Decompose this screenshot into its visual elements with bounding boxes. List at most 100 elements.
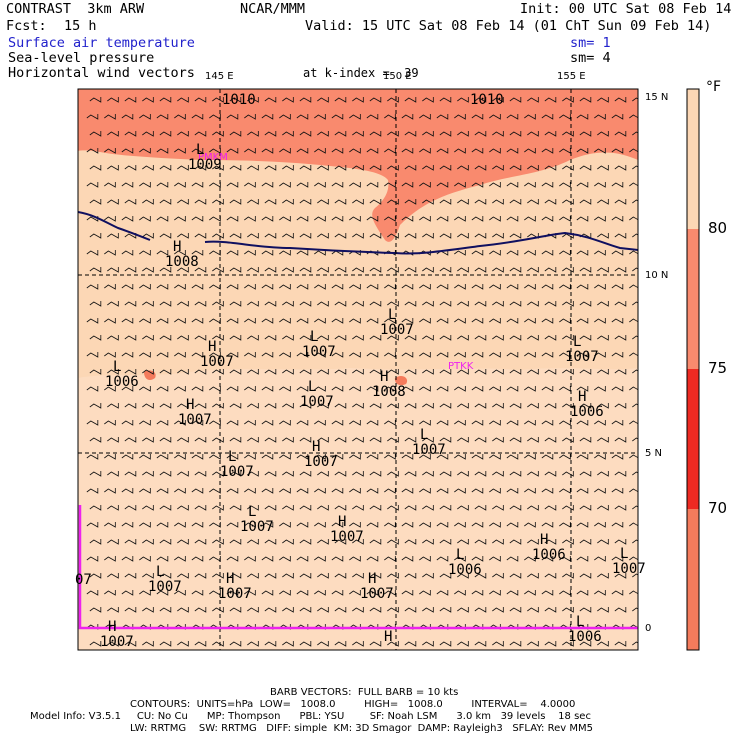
wind-barb	[559, 454, 571, 460]
wind-barb	[436, 284, 449, 290]
sm-temperature: sm= 1	[570, 35, 611, 51]
wind-barb	[279, 488, 291, 494]
wind-barb	[524, 590, 536, 596]
wind-barb	[191, 284, 204, 290]
wind-barb	[352, 131, 364, 137]
wind-barb	[334, 573, 347, 579]
plot-frame	[77, 88, 639, 651]
wind-barb	[384, 454, 396, 460]
wind-barb	[279, 386, 291, 392]
wind-barb	[541, 182, 554, 188]
wind-barb	[384, 284, 396, 290]
wind-barb	[264, 131, 277, 137]
wind-barb	[314, 522, 326, 528]
wind-barb	[387, 573, 399, 579]
wind-barb	[474, 233, 487, 239]
wind-barb	[369, 539, 382, 545]
wind-barb	[387, 335, 399, 341]
wind-barb	[177, 471, 189, 477]
wind-barb	[492, 267, 504, 273]
wind-barb	[314, 182, 326, 188]
wind-barb	[296, 454, 309, 460]
wind-barb	[579, 267, 592, 273]
wind-barb	[247, 335, 259, 341]
wind-barb	[562, 267, 574, 273]
wind-barb	[314, 386, 326, 392]
wind-barb	[544, 437, 557, 443]
wind-barb	[156, 590, 169, 596]
wind-barb	[629, 250, 638, 255]
wind-barb	[86, 454, 99, 460]
wind-barb	[177, 165, 189, 171]
wind-barb	[107, 607, 119, 613]
wind-barb	[261, 386, 274, 392]
field-pressure: Sea-level pressure	[8, 50, 155, 66]
wind-barb	[264, 369, 277, 375]
wind-barb	[174, 284, 186, 290]
wind-barb	[632, 301, 638, 306]
wind-barb	[299, 165, 312, 171]
wind-barb	[524, 488, 536, 494]
wind-barb	[174, 352, 186, 358]
wind-barb	[544, 301, 557, 307]
wind-barb	[156, 352, 169, 358]
wind-barb	[156, 148, 169, 154]
wind-barb	[89, 573, 102, 579]
wind-barb	[614, 335, 627, 341]
wind-barb	[349, 556, 361, 562]
wind-barb	[559, 352, 571, 358]
wind-barb	[177, 505, 189, 511]
wind-barb	[436, 522, 449, 528]
wind-barb	[124, 131, 137, 137]
pressure-center-symbol: L	[573, 334, 582, 350]
wind-barb	[384, 420, 396, 426]
wind-barb	[576, 420, 589, 426]
pressure-center-value: 1007	[304, 454, 338, 470]
wind-barb	[121, 556, 134, 562]
wind-barb	[369, 471, 382, 477]
wind-barb	[229, 539, 242, 545]
wind-barb	[264, 301, 277, 307]
wind-barb	[142, 301, 154, 307]
wind-barb	[401, 318, 414, 324]
wind-barb	[579, 505, 592, 511]
contour-label: 1010	[222, 92, 256, 108]
wind-barb	[401, 522, 414, 528]
wind-barb	[544, 131, 557, 137]
wind-barb	[387, 539, 399, 545]
wind-barb	[124, 335, 137, 341]
wind-barb	[614, 641, 627, 647]
wind-barb	[139, 250, 151, 256]
wind-barb	[212, 539, 224, 545]
wind-barb	[614, 131, 627, 137]
wind-barb	[352, 437, 364, 443]
wind-barb	[457, 267, 469, 273]
wind-barb	[614, 573, 627, 579]
wind-barb	[334, 165, 347, 171]
wind-barb	[611, 148, 624, 154]
wind-barb	[436, 488, 449, 494]
wind-barb	[261, 454, 274, 460]
wind-barb	[629, 454, 638, 459]
wind-barb	[124, 403, 137, 409]
wind-barb	[541, 318, 554, 324]
wind-barb	[436, 182, 449, 188]
wind-barb	[471, 114, 484, 120]
wind-barb	[474, 539, 487, 545]
wind-barb	[369, 233, 382, 239]
pressure-center: H 1007	[100, 620, 134, 650]
model-title: CONTRAST 3km ARW	[6, 1, 145, 17]
wind-barb	[156, 114, 169, 120]
wind-barb	[471, 250, 484, 256]
pressure-center-value: 1006	[105, 374, 139, 390]
wind-barb	[422, 403, 434, 409]
wind-barb	[89, 165, 102, 171]
wind-barb	[159, 437, 172, 443]
wind-barb	[121, 250, 134, 256]
wind-barb	[489, 590, 501, 596]
wind-barb	[489, 556, 501, 562]
wind-barb	[191, 148, 204, 154]
wind-barb	[279, 420, 291, 426]
wind-barb	[177, 97, 189, 103]
